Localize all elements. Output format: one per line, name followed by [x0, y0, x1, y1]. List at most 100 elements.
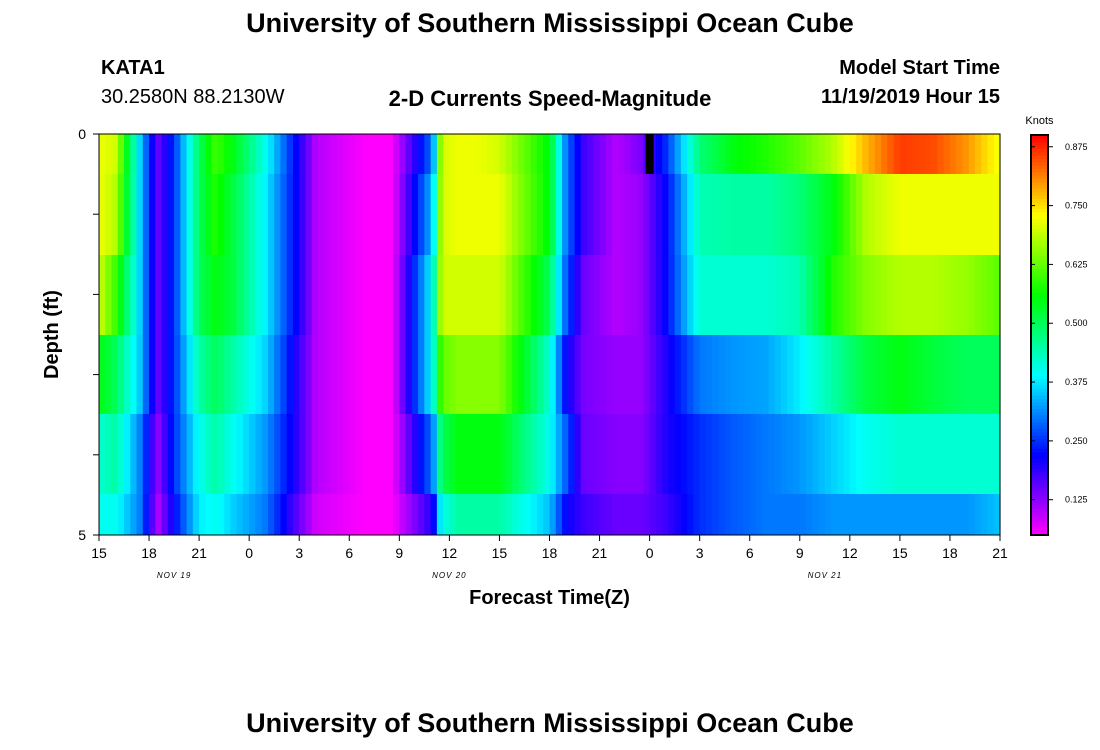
- heatmap-cell: [562, 494, 569, 535]
- heatmap-cell: [630, 174, 638, 255]
- heatmap-cell: [361, 414, 369, 494]
- colorbar-segment: [1031, 311, 1048, 316]
- heatmap-cell: [436, 134, 444, 174]
- colorbar-segment: [1031, 401, 1048, 406]
- heatmap-cell: [186, 335, 194, 414]
- heatmap-cell: [174, 414, 181, 494]
- colorbar-segment: [1031, 421, 1048, 426]
- heatmap-cell: [806, 134, 813, 174]
- heatmap-cell: [943, 134, 951, 174]
- heatmap-cell: [937, 255, 945, 335]
- heatmap-cell: [236, 494, 244, 535]
- heatmap-cell: [299, 494, 307, 535]
- heatmap-cell: [668, 335, 676, 414]
- heatmap-cell: [612, 134, 619, 174]
- heatmap-cell: [261, 494, 269, 535]
- heatmap-cell: [680, 174, 688, 255]
- heatmap-cell: [924, 134, 932, 174]
- colorbar-segment: [1031, 501, 1048, 506]
- heatmap-cell: [505, 134, 513, 174]
- heatmap-cell: [881, 174, 888, 255]
- station-coordinates: 30.2580N 88.2130W: [101, 86, 285, 108]
- heatmap-cell: [674, 134, 682, 174]
- heatmap-cell: [781, 414, 788, 494]
- heatmap-cell: [662, 134, 669, 174]
- heatmap-cell: [799, 255, 807, 335]
- colorbar-segment: [1031, 495, 1048, 499]
- colorbar-segment: [1031, 521, 1048, 526]
- heatmap-cell: [405, 134, 413, 174]
- colorbar-segment: [1031, 135, 1048, 139]
- heatmap-cell: [737, 174, 745, 255]
- heatmap-cell: [449, 174, 457, 255]
- x-tick-label: 6: [746, 545, 754, 561]
- heatmap-cell: [874, 414, 882, 494]
- heatmap-cell: [292, 335, 300, 414]
- heatmap-cell: [737, 134, 745, 174]
- heatmap-cell: [511, 414, 519, 494]
- heatmap-cell: [587, 134, 594, 174]
- heatmap-cell: [424, 414, 432, 494]
- x-tick-label: 18: [542, 545, 558, 561]
- colorbar-segment: [1031, 285, 1048, 289]
- heatmap-cell: [99, 255, 106, 335]
- heatmap-cell: [124, 134, 131, 174]
- heatmap-cell: [943, 414, 951, 494]
- heatmap-cell: [474, 335, 482, 414]
- heatmap-cell: [468, 134, 476, 174]
- heatmap-cell: [649, 174, 657, 255]
- heatmap-cell: [887, 335, 895, 414]
- heatmap-cell: [499, 335, 507, 414]
- heatmap-cell: [874, 494, 882, 535]
- model-start-time: 11/19/2019 Hour 15: [820, 86, 1000, 108]
- heatmap-cell: [906, 134, 914, 174]
- colorbar-segment: [1031, 171, 1048, 176]
- heatmap-cell: [336, 414, 344, 494]
- heatmap-cell: [242, 174, 250, 255]
- heatmap-cell: [274, 134, 282, 174]
- heatmap-cell: [862, 414, 870, 494]
- heatmap-cell: [149, 335, 156, 414]
- heatmap-cell: [781, 255, 788, 335]
- heatmap-cell: [743, 134, 751, 174]
- heatmap-cell: [111, 255, 119, 335]
- heatmap-cell: [949, 255, 957, 335]
- heatmap-cell: [549, 134, 557, 174]
- colorbar-segment: [1031, 375, 1048, 379]
- colorbar-segment: [1031, 218, 1048, 223]
- heatmap-cell: [411, 494, 419, 535]
- colorbar-segment: [1031, 298, 1048, 303]
- heatmap-cell: [286, 335, 294, 414]
- heatmap-cell: [455, 174, 463, 255]
- colorbar-segment: [1031, 351, 1048, 356]
- heatmap-cell: [330, 255, 338, 335]
- heatmap-cell: [956, 255, 964, 335]
- colorbar-tick-label: 0.375: [1065, 377, 1088, 387]
- heatmap-cell: [899, 174, 907, 255]
- heatmap-cell: [962, 134, 970, 174]
- heatmap-cell: [105, 335, 113, 414]
- heatmap-cell: [730, 134, 738, 174]
- heatmap-cell: [737, 335, 745, 414]
- heatmap-cell: [461, 335, 469, 414]
- heatmap-cell: [693, 414, 701, 494]
- colorbar-segment: [1031, 398, 1048, 403]
- heatmap-cell: [524, 255, 532, 335]
- heatmap-cell: [405, 174, 413, 255]
- heatmap-cell: [587, 255, 594, 335]
- heatmap-cell: [549, 414, 557, 494]
- colorbar-segment: [1031, 141, 1048, 146]
- heatmap-cell: [167, 414, 175, 494]
- heatmap-cell: [612, 255, 619, 335]
- heatmap-cell: [543, 414, 551, 494]
- heatmap-cell: [311, 494, 319, 535]
- heatmap-cell: [868, 494, 876, 535]
- heatmap-cell: [199, 494, 206, 535]
- colorbar-segment: [1031, 295, 1048, 299]
- heatmap-cell: [655, 494, 663, 535]
- heatmap-cell: [956, 134, 964, 174]
- colorbar-segment: [1031, 245, 1048, 249]
- heatmap-cell: [192, 134, 200, 174]
- heatmap-cell: [824, 494, 832, 535]
- heatmap-cell: [918, 335, 926, 414]
